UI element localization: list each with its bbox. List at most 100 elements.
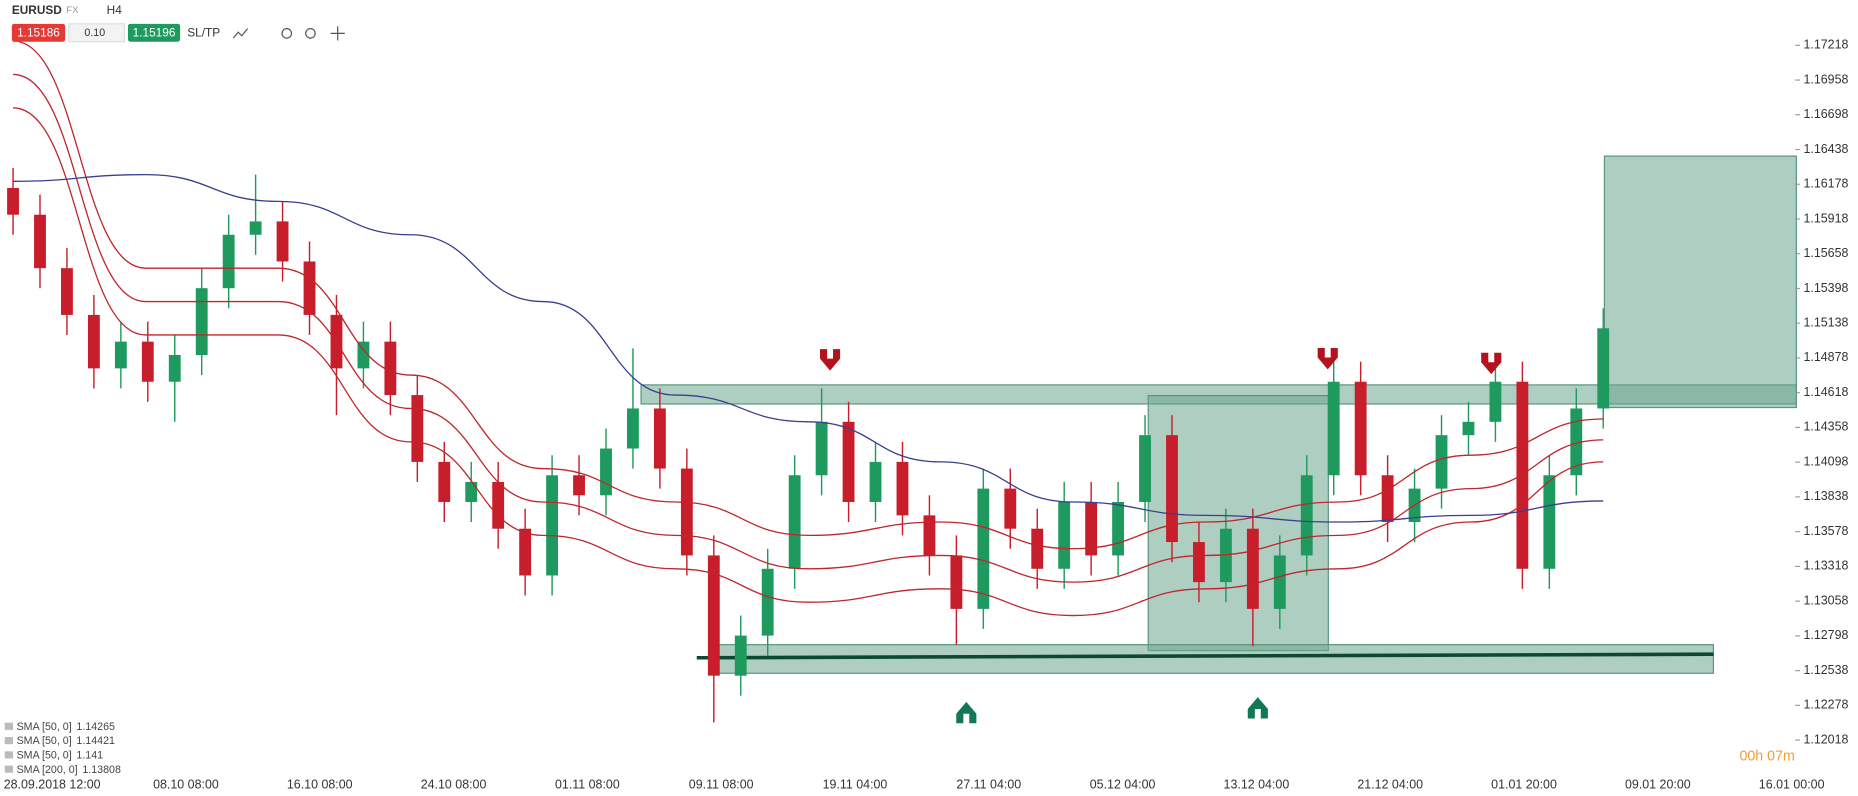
candle-body [1462, 421, 1475, 436]
legend-value: 1.14265 [76, 721, 115, 733]
candle-body [788, 475, 801, 569]
sell-button[interactable] [11, 23, 66, 42]
candle-body [1004, 488, 1017, 529]
up-arrow [1247, 697, 1268, 719]
volume[interactable]: 0.10 [84, 27, 105, 39]
drawings [640, 155, 1797, 674]
legend-name: SMA [50, 0] [17, 721, 72, 733]
sell-price[interactable]: 1.15186 [17, 25, 60, 39]
candle-body [1166, 435, 1178, 543]
legend-name: SMA [50, 0] [17, 749, 72, 761]
x-tick-label: 19.11 04:00 [823, 778, 888, 792]
y-tick-label: 1.13838 [1803, 489, 1848, 503]
support-zone [717, 644, 1715, 674]
y-tick-label: 1.15658 [1803, 246, 1848, 260]
candle-body [627, 408, 639, 449]
x-tick-label: 01.11 08:00 [555, 778, 620, 792]
legend-entry: SMA [50, 0] 1.14421 [17, 735, 115, 747]
candle-body [707, 555, 720, 676]
zoom-in-icon[interactable] [305, 28, 316, 39]
candle-body [1435, 435, 1448, 489]
indicator-line [13, 107, 1604, 617]
candle-body [977, 488, 990, 609]
y-tick-label: 1.13058 [1803, 593, 1848, 607]
candle-body [492, 481, 505, 529]
x-tick-label: 09.01 20:00 [1625, 778, 1691, 792]
y-tick-label: 1.14358 [1803, 420, 1848, 434]
symbol[interactable]: EURUSD [12, 3, 62, 17]
y-tick-label: 1.12538 [1803, 663, 1848, 677]
candle-body [1031, 528, 1044, 569]
y-tick-label: 1.14098 [1803, 454, 1848, 468]
legend-icon [4, 751, 14, 759]
candle-body [734, 635, 747, 676]
candle-body [653, 408, 666, 469]
candle-body [815, 421, 828, 476]
candle-body [276, 221, 289, 262]
candle-body [546, 475, 559, 576]
candle-body [438, 461, 451, 502]
y-tick-label: 1.12798 [1803, 628, 1848, 642]
candle-body [1300, 475, 1313, 556]
candle-body [1381, 475, 1394, 523]
candle-body [1489, 381, 1502, 422]
y-tick-label: 1.17218 [1803, 38, 1848, 52]
x-tick-label: 16.01 00:00 [1759, 778, 1825, 792]
candle-body [1112, 501, 1125, 556]
buy-price[interactable]: 1.15196 [133, 25, 176, 39]
y-tick-label: 1.16178 [1803, 177, 1848, 191]
volume-box[interactable] [68, 23, 126, 43]
y-tick-label: 1.14878 [1803, 350, 1848, 364]
indicator-line [13, 73, 1604, 583]
x-tick-label: 21.12 04:00 [1357, 778, 1423, 792]
candle-body [384, 341, 397, 396]
candle-body [680, 468, 693, 556]
y-tick-label: 1.15918 [1803, 211, 1848, 225]
x-tick-label: 13.12 04:00 [1224, 778, 1290, 792]
candle-body [411, 395, 424, 462]
buy-button[interactable] [127, 23, 181, 42]
legend-entry: SMA [200, 0] 1.13808 [17, 764, 121, 776]
candle-body [896, 461, 909, 516]
candle-body [1139, 435, 1151, 502]
candle-body [1193, 542, 1205, 583]
legend-name: SMA [50, 0] [17, 735, 72, 747]
candle-body [465, 481, 478, 502]
candle-body [1219, 528, 1232, 583]
candle-body [168, 355, 181, 382]
down-arrow [1317, 347, 1338, 370]
legend-icon [4, 765, 14, 773]
x-tick-label: 28.09.2018 12:00 [4, 778, 101, 792]
candle-body [141, 341, 154, 382]
sltp-button[interactable]: SL/TP [187, 25, 220, 39]
toolbar: EURUSD FX H4 1.15186 0.10 1.15196 SL/TP [11, 3, 345, 43]
candle-body [1273, 555, 1286, 609]
support-line [696, 652, 1714, 660]
down-arrow [819, 349, 841, 371]
candle-body [1543, 475, 1556, 569]
legend-value: 1.14421 [76, 735, 115, 747]
candle-body [1058, 501, 1071, 569]
candle-body [34, 214, 46, 269]
y-tick-label: 1.12278 [1803, 698, 1848, 712]
range-box [1147, 395, 1329, 652]
candle-body [923, 515, 936, 556]
x-tick-label: 09.11 08:00 [689, 778, 754, 792]
x-tick-label: 05.12 04:00 [1090, 778, 1156, 792]
candle-body [761, 568, 774, 636]
x-tick-label: 27.11 04:00 [956, 778, 1021, 792]
timeframe[interactable]: H4 [107, 3, 123, 17]
candle-body [87, 314, 100, 369]
y-tick-label: 1.14618 [1803, 385, 1848, 399]
legend-icon [4, 722, 14, 730]
x-tick-label: 16.10 08:00 [287, 778, 353, 792]
indicator-line [13, 173, 1604, 523]
candle-body [950, 555, 963, 609]
tool-icon[interactable] [232, 28, 249, 39]
indicator-line [13, 40, 1604, 550]
move-icon[interactable] [330, 26, 345, 41]
zoom-out-icon[interactable] [281, 28, 293, 39]
y-tick-label: 1.15398 [1803, 281, 1848, 295]
y-tick-label: 1.13318 [1803, 559, 1848, 573]
